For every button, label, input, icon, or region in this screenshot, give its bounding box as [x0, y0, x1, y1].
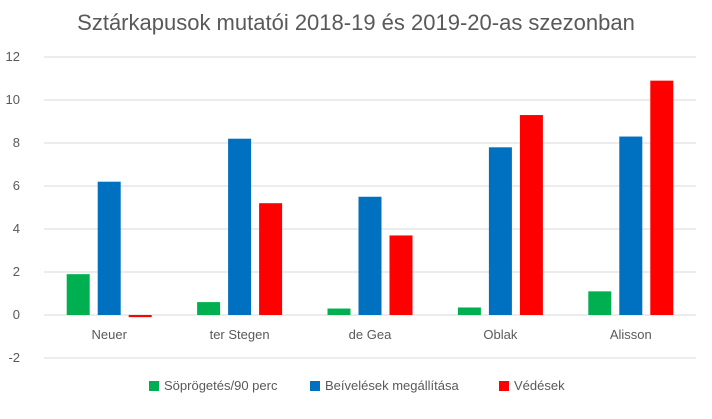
bar-neuer-series-3	[128, 315, 152, 318]
x-category-label: de Gea	[349, 327, 392, 342]
legend-label: Beívelések megállítása	[325, 378, 459, 393]
y-tick-label: 2	[13, 264, 20, 279]
bar-ter-stegen-series-3	[259, 203, 283, 315]
chart-title: Sztárkapusok mutatói 2018-19 és 2019-20-…	[77, 10, 635, 35]
x-category-label: Alisson	[610, 327, 652, 342]
bar-alisson-series-2	[619, 136, 643, 315]
y-tick-label: 10	[6, 92, 20, 107]
y-axis-tick-labels: -2 0 2 4 6 8 10 12	[6, 49, 20, 365]
bar-ter-stegen-series-2	[228, 138, 252, 315]
bar-de-gea-series-2	[358, 196, 382, 315]
bar-ter-stegen-series-1	[197, 302, 221, 315]
y-tick-label: 8	[13, 135, 20, 150]
x-category-label: ter Stegen	[210, 327, 270, 342]
bar-de-gea-series-3	[389, 235, 413, 315]
bar-alisson-series-3	[650, 80, 674, 316]
x-axis-category-labels: Neuer ter Stegen de Gea Oblak Alisson	[91, 327, 651, 342]
x-category-label: Neuer	[91, 327, 127, 342]
bar-neuer-series-2	[97, 181, 121, 315]
legend: Söprögetés/90 perc Beívelések megállítása…	[149, 378, 565, 393]
bar-oblak-series-3	[519, 115, 543, 315]
legend-label: Söprögetés/90 perc	[164, 378, 278, 393]
bar-oblak-series-2	[488, 147, 512, 315]
legend-swatch	[310, 381, 320, 391]
bar-de-gea-series-1	[327, 308, 351, 315]
y-tick-label: 0	[13, 307, 20, 322]
x-category-label: Oblak	[483, 327, 517, 342]
bar-oblak-series-1	[457, 307, 481, 315]
legend-swatch	[499, 381, 509, 391]
y-tick-label: 4	[13, 221, 20, 236]
legend-swatch	[149, 381, 159, 391]
bars	[66, 80, 674, 318]
bar-neuer-series-1	[66, 274, 90, 315]
y-tick-label: 6	[13, 178, 20, 193]
y-tick-label: 12	[6, 49, 20, 64]
legend-label: Védések	[514, 378, 565, 393]
y-tick-label: -2	[8, 350, 20, 365]
bar-alisson-series-1	[588, 291, 612, 315]
